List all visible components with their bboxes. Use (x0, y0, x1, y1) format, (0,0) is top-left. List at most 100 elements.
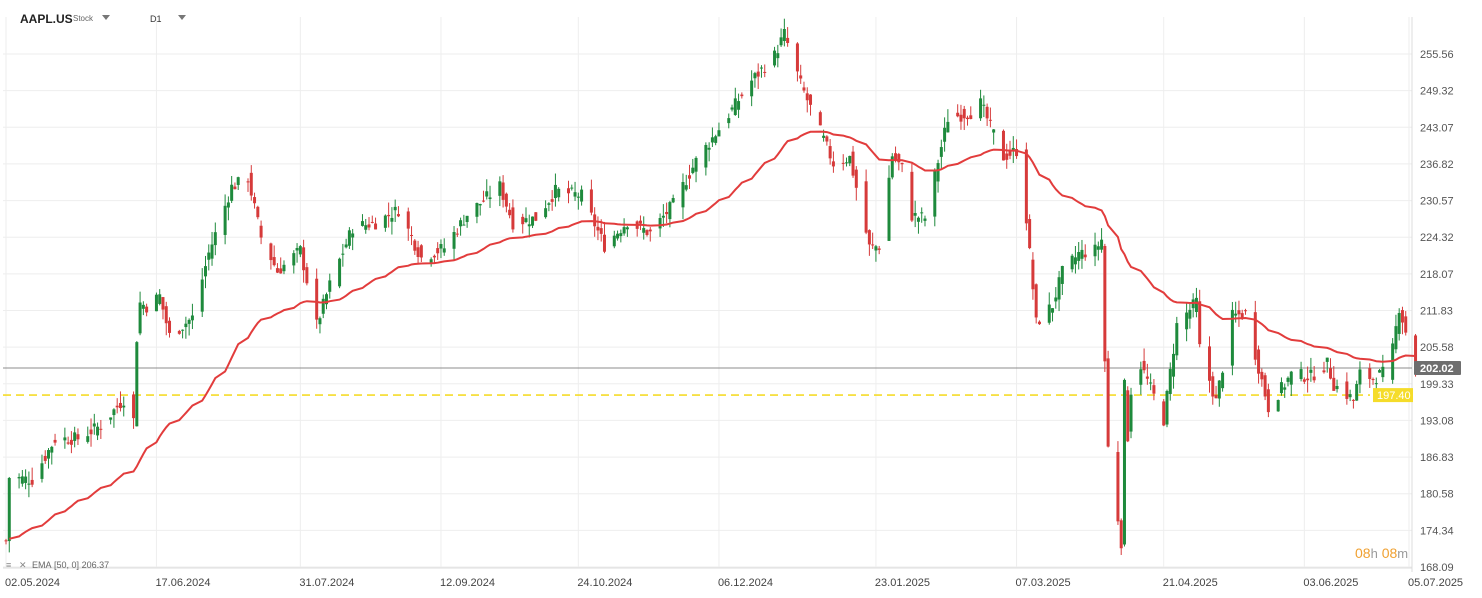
candle-body[interactable] (1230, 309, 1234, 366)
candle-body[interactable] (1243, 310, 1247, 312)
candle-body[interactable] (877, 248, 881, 250)
candle-body[interactable] (1168, 368, 1172, 395)
candle-body[interactable] (481, 200, 485, 202)
candle-body[interactable] (1106, 358, 1110, 447)
candle-body[interactable] (295, 248, 299, 251)
candle-body[interactable] (1185, 312, 1189, 330)
candle-body[interactable] (1145, 376, 1149, 379)
candle-body[interactable] (547, 203, 551, 205)
candle-body[interactable] (246, 181, 250, 183)
candle-body[interactable] (390, 217, 394, 222)
candle-body[interactable] (259, 225, 263, 238)
candle-body[interactable] (638, 220, 642, 224)
candle-body[interactable] (1306, 378, 1310, 381)
candle-body[interactable] (645, 230, 649, 235)
candle-body[interactable] (612, 235, 616, 247)
candle-body[interactable] (1001, 130, 1005, 161)
candle-body[interactable] (1257, 349, 1261, 374)
candle-body[interactable] (1152, 385, 1156, 394)
candle-body[interactable] (1096, 246, 1100, 250)
candle-body[interactable] (24, 476, 28, 483)
candle-body[interactable] (567, 188, 571, 194)
candle-body[interactable] (501, 182, 505, 200)
candle-body[interactable] (1253, 312, 1257, 360)
candle-body[interactable] (550, 199, 554, 202)
candle-body[interactable] (393, 206, 397, 211)
candle-body[interactable] (573, 192, 577, 197)
candle-body[interactable] (988, 119, 992, 121)
candle-body[interactable] (213, 232, 217, 246)
candle-body[interactable] (688, 175, 692, 179)
candle-body[interactable] (1397, 313, 1401, 334)
candle-body[interactable] (73, 432, 77, 441)
indicator-settings-icon[interactable]: ≡ (6, 560, 12, 570)
candle-body[interactable] (413, 240, 417, 251)
candle-body[interactable] (694, 157, 698, 172)
candle-body[interactable] (782, 28, 786, 41)
candle-body[interactable] (302, 247, 306, 271)
symbol-label[interactable]: AAPL.US (20, 12, 73, 26)
candle-body[interactable] (534, 212, 538, 221)
candle-body[interactable] (570, 187, 574, 189)
candle-body[interactable] (531, 216, 535, 226)
candle-body[interactable] (1073, 257, 1077, 265)
candle-body[interactable] (1374, 383, 1378, 385)
candle-body[interactable] (275, 268, 279, 273)
candle-body[interactable] (298, 246, 302, 255)
candle-body[interactable] (351, 233, 355, 238)
candle-body[interactable] (874, 246, 878, 251)
candle-body[interactable] (47, 450, 51, 459)
candle-body[interactable] (671, 198, 675, 203)
candle-body[interactable] (1302, 379, 1306, 382)
candle-body[interactable] (410, 234, 414, 236)
candle-body[interactable] (1237, 310, 1241, 315)
candle-body[interactable] (1011, 147, 1015, 151)
candle-body[interactable] (1139, 369, 1143, 385)
candle-body[interactable] (763, 71, 767, 73)
candle-body[interactable] (864, 181, 868, 233)
candle-body[interactable] (1172, 353, 1176, 377)
candle-body[interactable] (1070, 255, 1074, 270)
candle-body[interactable] (455, 233, 459, 235)
candle-body[interactable] (184, 323, 188, 328)
indicator-remove-icon[interactable]: ✕ (19, 560, 27, 570)
candle-body[interactable] (181, 329, 185, 331)
candle-body[interactable] (1188, 309, 1192, 319)
candle-body[interactable] (383, 215, 387, 228)
candle-body[interactable] (429, 259, 433, 263)
candle-body[interactable] (1312, 376, 1316, 381)
candle-body[interactable] (7, 477, 11, 542)
candle-body[interactable] (704, 144, 708, 168)
candle-body[interactable] (367, 224, 371, 228)
candle-body[interactable] (939, 147, 943, 157)
ema-line[interactable] (9, 130, 1416, 540)
candle-body[interactable] (485, 191, 489, 197)
candle-body[interactable] (1260, 371, 1264, 380)
candle-body[interactable] (1211, 376, 1215, 397)
candle-body[interactable] (177, 330, 181, 334)
candle-body[interactable] (809, 94, 813, 105)
candle-body[interactable] (894, 153, 898, 161)
candle-body[interactable] (223, 205, 227, 235)
candle-body[interactable] (164, 306, 168, 324)
candle-body[interactable] (118, 402, 122, 409)
candle-body[interactable] (1028, 219, 1032, 249)
candle-body[interactable] (802, 87, 806, 91)
candle-body[interactable] (475, 202, 479, 217)
candle-body[interactable] (1279, 382, 1283, 394)
candle-body[interactable] (109, 417, 113, 420)
candle-body[interactable] (1008, 150, 1012, 156)
timeframe-dropdown-icon[interactable] (178, 15, 186, 20)
candle-body[interactable] (1005, 153, 1009, 160)
candle-body[interactable] (544, 208, 548, 218)
candle-body[interactable] (269, 243, 273, 261)
candle-body[interactable] (338, 258, 342, 287)
candle-body[interactable] (321, 298, 325, 314)
candle-body[interactable] (92, 423, 96, 427)
candle-body[interactable] (831, 161, 835, 167)
candle-body[interactable] (96, 426, 100, 436)
candle-body[interactable] (203, 266, 207, 277)
candle-body[interactable] (462, 224, 466, 226)
candle-body[interactable] (1404, 316, 1408, 333)
candle-body[interactable] (115, 405, 119, 408)
